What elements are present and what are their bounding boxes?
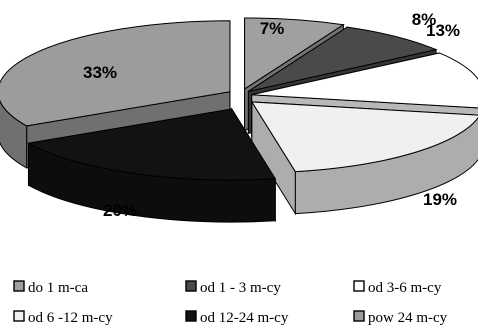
pie-slice-top <box>244 17 345 90</box>
pie-slice-top <box>250 101 478 173</box>
slice-value-label: 33% <box>83 63 117 82</box>
legend-swatch <box>353 310 365 322</box>
pie-slice-top <box>251 52 478 109</box>
legend: do 1 m-ca od 1 - 3 m-cy od 3-6 m-cy od 6 -1… <box>13 280 448 326</box>
legend-swatch <box>185 280 197 292</box>
slice-value-label: 7% <box>260 19 285 38</box>
slice-value-label: 20% <box>103 201 137 220</box>
pie-slice <box>250 100 478 216</box>
legend-swatch <box>185 310 197 322</box>
pie-slice <box>26 107 277 223</box>
value-labels: 7% 8%13% 19% 20% 33% <box>83 10 460 220</box>
legend-item: do 1 m-ca <box>13 280 88 296</box>
legend-item: od 3-6 m-cy <box>353 280 442 296</box>
legend-label: od 1 - 3 m-cy <box>200 280 281 296</box>
legend-item: pow 24 m-cy <box>353 310 448 326</box>
legend-label: od 6 -12 m-cy <box>28 310 113 326</box>
legend-item: od 12-24 m-cy <box>185 310 289 326</box>
slice-value-label: 8% <box>412 10 437 29</box>
legend-swatch <box>13 310 25 322</box>
pie-slice-top <box>248 26 438 92</box>
pie-slice-top <box>0 20 231 127</box>
slice-value-label: 19% <box>423 190 457 209</box>
legend-item: od 6 -12 m-cy <box>13 310 113 326</box>
legend-item: od 1 - 3 m-cy <box>185 280 281 296</box>
legend-label: pow 24 m-cy <box>368 310 448 326</box>
slices-layer <box>0 17 478 223</box>
pie-slice-top <box>26 108 277 181</box>
legend-swatch <box>13 280 25 292</box>
legend-swatch <box>353 280 365 292</box>
slice-value-label: 13% <box>426 21 460 40</box>
legend-label: od 12-24 m-cy <box>200 310 289 326</box>
legend-label: od 3-6 m-cy <box>368 280 442 296</box>
legend-label: do 1 m-ca <box>28 280 88 296</box>
